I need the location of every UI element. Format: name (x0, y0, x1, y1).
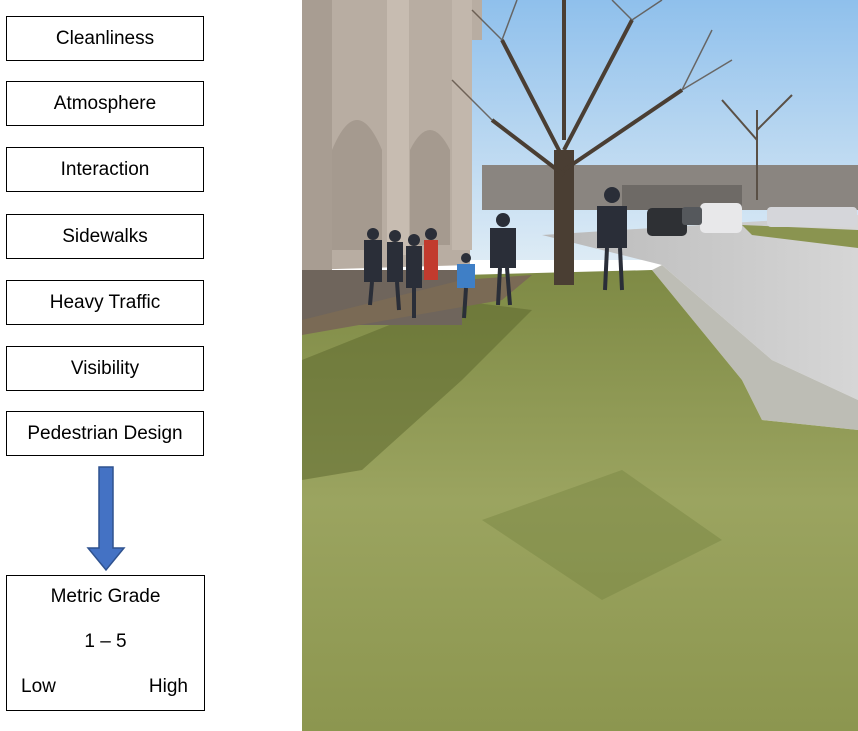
street-scene-photo (302, 0, 858, 731)
metric-label: Cleanliness (55, 27, 155, 49)
metric-label: Visibility (70, 357, 140, 379)
metric-box-heavy-traffic: Heavy Traffic (6, 280, 204, 325)
metric-grade-box: Metric Grade 1 – 5 Low High (6, 575, 205, 711)
metric-box-interaction: Interaction (6, 147, 204, 192)
metric-box-pedestrian-design: Pedestrian Design (6, 411, 204, 456)
metric-label: Sidewalks (62, 225, 148, 247)
grade-range: 1 – 5 (84, 631, 127, 652)
grade-title: Metric Grade (50, 586, 161, 607)
metric-label: Atmosphere (53, 92, 157, 114)
metric-box-cleanliness: Cleanliness (6, 16, 204, 61)
metric-box-sidewalks: Sidewalks (6, 214, 204, 259)
grade-low-label: Low (21, 676, 56, 697)
metric-label: Pedestrian Design (27, 422, 183, 444)
metric-box-visibility: Visibility (6, 346, 204, 391)
down-arrow-icon (86, 466, 126, 572)
metric-label: Interaction (60, 158, 150, 180)
metric-label: Heavy Traffic (49, 291, 161, 313)
metric-box-atmosphere: Atmosphere (6, 81, 204, 126)
grade-high-label: High (148, 676, 188, 697)
